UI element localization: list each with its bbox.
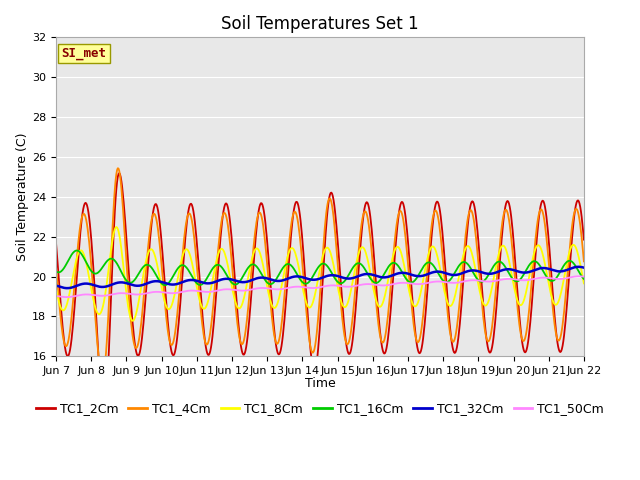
- TC1_4Cm: [199, 327, 207, 333]
- TC1_50Cm: [385, 282, 392, 288]
- TC1_2Cm: [401, 208, 408, 214]
- TC1_50Cm: [52, 293, 60, 299]
- TC1_32Cm: [580, 265, 588, 271]
- TC1_16Cm: [117, 268, 125, 274]
- TC1_2Cm: [199, 318, 207, 324]
- TC1_4Cm: [114, 166, 122, 171]
- TC1_16Cm: [161, 282, 168, 288]
- TC1_4Cm: [118, 186, 125, 192]
- TC1_8Cm: [52, 287, 60, 292]
- TC1_50Cm: [580, 274, 588, 279]
- TC1_50Cm: [400, 280, 408, 286]
- TC1_8Cm: [199, 305, 207, 311]
- TC1_50Cm: [170, 290, 178, 296]
- TC1_2Cm: [580, 237, 588, 242]
- TC1_16Cm: [580, 276, 588, 282]
- Y-axis label: Soil Temperature (C): Soil Temperature (C): [17, 132, 29, 261]
- TC1_2Cm: [118, 179, 125, 184]
- TC1_50Cm: [198, 288, 206, 294]
- TC1_32Cm: [52, 283, 60, 288]
- Line: TC1_8Cm: TC1_8Cm: [56, 227, 584, 321]
- TC1_2Cm: [171, 349, 179, 355]
- Line: TC1_2Cm: TC1_2Cm: [56, 173, 584, 413]
- TC1_2Cm: [385, 323, 393, 328]
- TC1_50Cm: [63, 294, 70, 300]
- Line: TC1_16Cm: TC1_16Cm: [56, 251, 584, 285]
- TC1_4Cm: [401, 228, 408, 234]
- TC1_8Cm: [117, 241, 125, 247]
- TC1_4Cm: [385, 299, 393, 304]
- TC1_16Cm: [171, 270, 179, 276]
- TC1_8Cm: [113, 224, 120, 230]
- TC1_32Cm: [170, 282, 178, 288]
- TC1_32Cm: [385, 274, 392, 279]
- TC1_32Cm: [63, 285, 71, 291]
- TC1_32Cm: [198, 279, 206, 285]
- TC1_4Cm: [580, 258, 588, 264]
- TC1_50Cm: [575, 274, 582, 279]
- TC1_4Cm: [99, 373, 106, 379]
- Line: TC1_32Cm: TC1_32Cm: [56, 267, 584, 288]
- TC1_16Cm: [73, 248, 81, 253]
- TC1_16Cm: [52, 269, 60, 275]
- Legend: TC1_2Cm, TC1_4Cm, TC1_8Cm, TC1_16Cm, TC1_32Cm, TC1_50Cm: TC1_2Cm, TC1_4Cm, TC1_8Cm, TC1_16Cm, TC1…: [31, 397, 609, 420]
- TC1_4Cm: [52, 264, 60, 270]
- TC1_4Cm: [171, 330, 179, 336]
- Text: SI_met: SI_met: [61, 47, 106, 60]
- TC1_16Cm: [199, 281, 207, 287]
- TC1_50Cm: [117, 290, 125, 296]
- Line: TC1_4Cm: TC1_4Cm: [56, 168, 584, 376]
- TC1_16Cm: [401, 274, 408, 280]
- TC1_32Cm: [62, 285, 70, 291]
- TC1_8Cm: [385, 270, 393, 276]
- TC1_8Cm: [62, 305, 70, 311]
- Title: Soil Temperatures Set 1: Soil Temperatures Set 1: [221, 15, 419, 33]
- TC1_16Cm: [385, 263, 393, 268]
- TC1_2Cm: [115, 170, 123, 176]
- TC1_8Cm: [129, 318, 136, 324]
- TC1_4Cm: [62, 343, 70, 349]
- TC1_32Cm: [117, 279, 125, 285]
- TC1_32Cm: [575, 264, 582, 270]
- TC1_8Cm: [171, 289, 179, 295]
- TC1_2Cm: [100, 410, 108, 416]
- TC1_16Cm: [62, 263, 70, 268]
- X-axis label: Time: Time: [305, 377, 335, 390]
- TC1_2Cm: [62, 348, 70, 354]
- Line: TC1_50Cm: TC1_50Cm: [56, 276, 584, 297]
- TC1_32Cm: [400, 270, 408, 276]
- TC1_2Cm: [52, 241, 60, 247]
- TC1_8Cm: [401, 266, 408, 272]
- TC1_8Cm: [580, 280, 588, 286]
- TC1_50Cm: [62, 294, 70, 300]
